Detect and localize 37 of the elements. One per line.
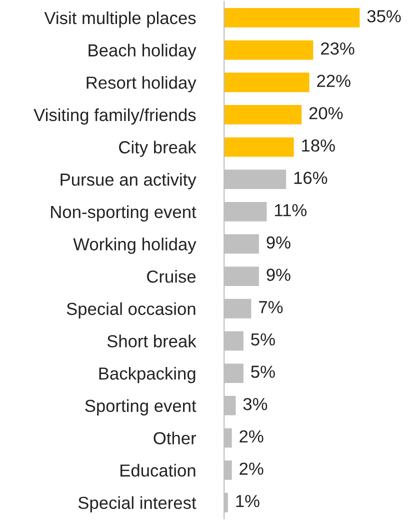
data-label: 9% [266,268,290,281]
data-label: 22% [317,74,350,87]
y-tick-label: Working holiday [73,238,196,254]
y-tick-label: Pursue an activity [60,173,196,190]
bar [224,8,360,28]
y-tick-label: City break [119,140,196,157]
bar [224,105,302,124]
y-tick-label: Backpacking [99,366,196,384]
data-label: 3% [243,398,268,410]
data-label: 2% [240,430,264,442]
data-label: 23% [321,42,354,55]
y-tick-label: Special occasion [66,302,196,319]
y-tick-label: Other [154,432,196,444]
data-label: 18% [302,139,335,152]
bar [224,137,294,157]
y-tick-label: Resort holiday [86,76,196,92]
y-tick-label: Beach holiday [88,44,196,60]
data-label: 1% [236,494,260,508]
y-tick-label: Cruise [147,270,196,283]
data-label: 20% [309,107,343,120]
data-label: 11% [274,204,307,216]
y-tick-label: Special interest [78,496,196,512]
data-label: 35% [367,10,401,22]
data-label: 5% [251,333,275,346]
data-label: 7% [259,301,283,314]
data-label: 9% [266,236,290,249]
data-label: 5% [251,366,275,378]
y-tick-label: Education [120,464,196,477]
y-tick-label: Short break [107,334,196,348]
y-tick-label: Visiting family/friends [34,108,196,125]
y-tick-label: Sporting event [85,399,196,416]
data-label: 16% [294,172,328,184]
y-tick-label: Non-sporting event [51,205,196,222]
bar [224,72,310,92]
bar [224,40,314,60]
y-tick-label: Visit multiple places [44,11,196,28]
data-label: 2% [240,462,264,475]
